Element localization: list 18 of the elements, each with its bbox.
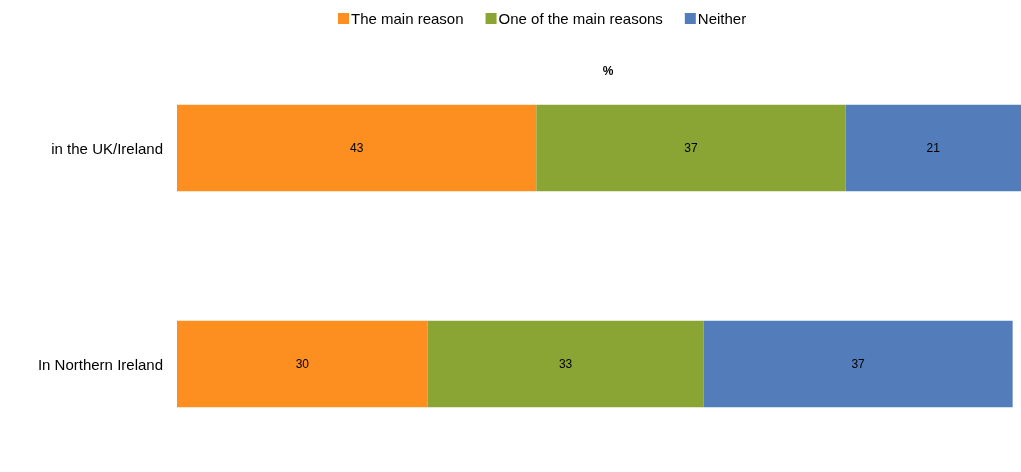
bar xyxy=(427,320,704,408)
data-label: 37 xyxy=(851,357,866,371)
legend-label: One of the main reasons xyxy=(498,10,663,27)
bar xyxy=(845,104,1021,192)
bar xyxy=(177,104,537,192)
data-label: 30 xyxy=(295,357,310,371)
data-label: 21 xyxy=(926,141,941,155)
bar xyxy=(703,320,1013,408)
bar xyxy=(177,320,428,408)
data-label: 33 xyxy=(558,357,573,371)
data-label: 43 xyxy=(349,141,364,155)
text: % xyxy=(602,64,614,78)
legend-label: Neither xyxy=(697,10,747,27)
bar xyxy=(536,104,846,192)
legend-label: The main reason xyxy=(351,10,464,27)
y-tick-label: in the UK/Ireland xyxy=(51,139,163,157)
data-label: 37 xyxy=(684,141,698,155)
y-tick-label: In Northern Ireland xyxy=(37,355,163,373)
